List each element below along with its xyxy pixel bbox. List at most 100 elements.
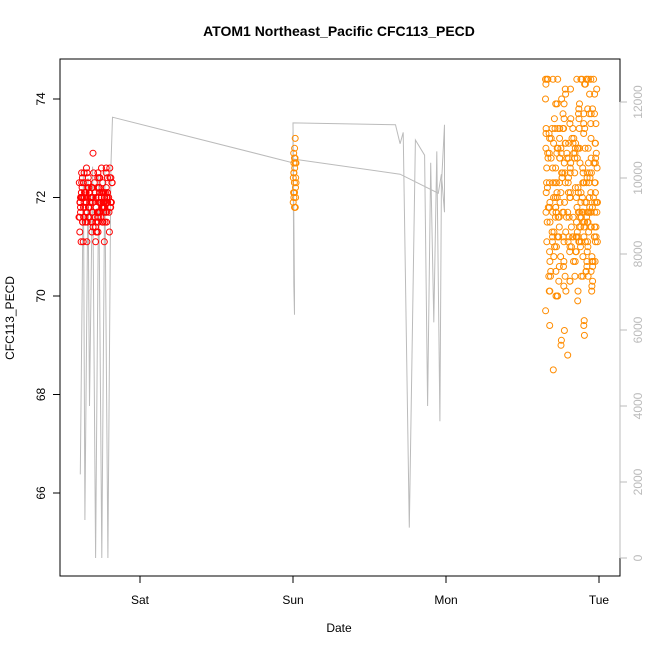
data-point — [291, 164, 299, 172]
data-point — [566, 243, 574, 251]
x-tick-label: Mon — [434, 593, 457, 607]
data-point — [85, 213, 93, 221]
data-point — [584, 105, 592, 113]
y-tick-label: 70 — [34, 289, 48, 303]
data-point — [290, 189, 298, 197]
data-point — [542, 144, 550, 152]
data-point — [577, 223, 585, 231]
data-point — [88, 228, 96, 236]
data-point — [106, 203, 114, 211]
data-point — [291, 144, 299, 152]
data-point — [559, 110, 567, 118]
data-point — [546, 248, 554, 256]
data-point — [583, 263, 591, 270]
data-point — [555, 233, 563, 241]
data-point — [566, 164, 574, 172]
data-point — [566, 248, 574, 256]
data-point — [592, 120, 600, 128]
y2-tick-label: 2000 — [631, 468, 645, 495]
data-point — [584, 218, 592, 226]
data-point — [98, 164, 105, 172]
data-point — [543, 184, 551, 192]
data-point — [542, 125, 550, 132]
data-point — [105, 208, 113, 216]
data-point — [576, 100, 583, 108]
data-point — [553, 189, 561, 197]
data-point — [565, 189, 572, 197]
data-point — [577, 189, 585, 197]
data-point — [583, 169, 591, 177]
data-point — [565, 139, 573, 147]
data-point — [82, 208, 90, 216]
data-point — [102, 169, 110, 177]
data-point — [565, 174, 572, 182]
data-point — [556, 198, 564, 206]
data-point — [77, 194, 84, 201]
data-point — [559, 125, 567, 132]
data-point — [584, 272, 592, 280]
data-point — [548, 228, 556, 236]
data-point — [573, 75, 581, 83]
data-point — [572, 139, 580, 147]
data-point — [79, 179, 87, 187]
data-point — [553, 144, 561, 152]
data-point — [552, 203, 560, 211]
data-point — [588, 282, 596, 290]
data-point — [88, 184, 96, 192]
data-point — [561, 198, 568, 206]
data-point — [579, 179, 587, 187]
data-point — [84, 184, 92, 192]
data-point — [557, 341, 565, 349]
data-point — [561, 85, 569, 93]
data-point — [77, 189, 85, 197]
data-point — [563, 149, 571, 157]
data-point — [591, 198, 599, 206]
data-point — [291, 203, 299, 211]
data-point — [89, 223, 97, 231]
data-point — [569, 233, 577, 241]
data-point — [589, 277, 597, 285]
data-point — [542, 95, 549, 103]
data-point — [580, 120, 588, 128]
data-point — [291, 154, 299, 162]
x-tick-label: Tue — [589, 593, 610, 607]
data-point — [551, 179, 559, 187]
axes: 66 68 70 72 74 0 2000 4000 6000 8000 10000 12000 Sat… — [34, 85, 645, 607]
data-point — [79, 218, 87, 226]
data-point — [543, 218, 551, 226]
data-point — [557, 253, 565, 261]
y2-tick-label: 6000 — [631, 316, 645, 343]
y2-tick-label: 8000 — [631, 240, 645, 267]
data-point — [592, 149, 600, 157]
data-point — [591, 110, 598, 118]
plot-frame — [59, 58, 621, 577]
data-point — [580, 110, 588, 118]
data-point — [569, 125, 577, 132]
data-point — [583, 174, 591, 182]
data-point — [106, 164, 114, 172]
data-point — [571, 272, 579, 280]
data-point — [571, 184, 579, 192]
data-point — [593, 238, 601, 246]
data-point — [290, 149, 298, 157]
data-point — [574, 189, 582, 197]
data-point — [90, 169, 98, 177]
data-point — [103, 174, 111, 182]
data-point — [546, 218, 554, 226]
data-point — [588, 253, 596, 261]
data-point — [590, 233, 598, 241]
data-point — [590, 75, 598, 83]
data-point — [559, 169, 567, 177]
data-point — [544, 149, 552, 157]
data-point — [543, 238, 551, 246]
data-point — [545, 130, 553, 137]
data-point — [593, 85, 601, 93]
data-point — [567, 85, 574, 93]
data-point — [570, 134, 578, 142]
data-point — [560, 115, 568, 123]
data-point — [562, 139, 570, 147]
data-point — [105, 228, 113, 236]
data-point — [546, 322, 554, 329]
y-axis-label: CFC113_PECD — [3, 276, 17, 360]
